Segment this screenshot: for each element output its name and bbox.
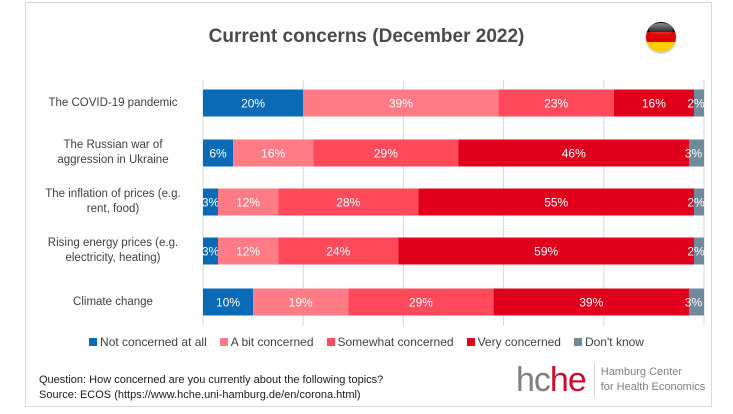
data-label-4-0: 10% — [216, 296, 240, 310]
data-label-0-3: 16% — [642, 97, 666, 111]
category-label-3: Rising energy prices (e.g. electricity, h… — [30, 236, 196, 266]
bar-segment-1-4 — [688, 139, 704, 167]
data-label-0-1: 39% — [389, 97, 413, 111]
legend-item-0: Not concerned at all — [89, 335, 207, 349]
data-label-2-1: 12% — [236, 196, 260, 210]
hche-logo: hche Hamburg Center for Health Economics — [516, 363, 705, 397]
bar-segment-2-0 — [203, 188, 219, 216]
category-label-4: Climate change — [30, 295, 196, 310]
legend-swatch-icon — [89, 338, 98, 346]
bar-segment-3-3 — [398, 237, 694, 265]
category-label-0: The COVID-19 pandemic — [30, 96, 196, 111]
logo-mark-gray: hc — [516, 361, 551, 399]
bar-segment-3-2 — [278, 237, 399, 265]
chart-legend: Not concerned at all A bit concerned Somew… — [0, 335, 733, 349]
data-label-2-4: 2% — [687, 196, 705, 210]
legend-label: Very concerned — [477, 335, 561, 349]
data-label-4-4: 3% — [685, 296, 703, 310]
data-label-1-4: 3% — [685, 147, 703, 161]
bar-segment-3-4 — [693, 237, 704, 265]
question-text: Question: How concerned are you currentl… — [39, 374, 384, 386]
bar-segment-1-0 — [203, 139, 234, 167]
legend-label: Don't know — [584, 335, 644, 349]
bar-segment-2-2 — [278, 188, 419, 216]
logo-mark-red: he — [549, 361, 587, 399]
legend-item-1: A bit concerned — [219, 335, 314, 349]
data-label-1-1: 16% — [261, 147, 285, 161]
category-label-line: rent, food) — [86, 203, 140, 215]
category-label-line: aggression in Ukraine — [57, 154, 169, 166]
logo-line-2: for Health Economics — [600, 381, 706, 393]
flag-stripe-gold — [646, 42, 676, 52]
legend-swatch-icon — [219, 338, 228, 346]
bar-segment-4-0 — [203, 288, 254, 316]
legend-label: Not concerned at all — [100, 335, 207, 349]
data-label-3-2: 24% — [326, 245, 350, 259]
legend-swatch-icon — [466, 338, 475, 346]
logo-divider — [593, 363, 595, 397]
category-label-line: The inflation of prices (e.g. — [45, 188, 181, 200]
bar-segment-1-1 — [233, 139, 314, 167]
bar-segment-1-3 — [458, 139, 689, 167]
bar-segment-3-1 — [218, 237, 279, 265]
data-label-0-2: 23% — [544, 97, 568, 111]
bar-segment-4-1 — [253, 288, 349, 316]
bar-segment-0-2 — [498, 89, 614, 117]
data-label-3-0: 3% — [202, 245, 220, 259]
data-label-3-4: 2% — [687, 245, 705, 259]
category-label-1: The Russian war of aggression in Ukraine — [30, 138, 196, 168]
data-label-2-3: 55% — [544, 196, 568, 210]
legend-swatch-icon — [326, 338, 335, 346]
data-label-0-4: 2% — [687, 97, 705, 111]
data-label-3-1: 12% — [236, 245, 260, 259]
legend-swatch-icon — [573, 338, 582, 346]
bar-segment-3-0 — [203, 237, 219, 265]
logo-text: Hamburg Center for Health Economics — [601, 365, 706, 395]
bar-segment-2-3 — [418, 188, 694, 216]
logo-line-1: Hamburg Center — [600, 366, 683, 378]
bar-segment-2-4 — [693, 188, 704, 216]
legend-item-2: Somewhat concerned — [326, 335, 454, 349]
flag-stripe-red — [646, 32, 676, 42]
bar-segment-4-4 — [688, 288, 704, 316]
footnote: Question: How concerned are you currentl… — [39, 373, 383, 403]
data-label-1-3: 46% — [562, 147, 586, 161]
bar-segment-2-1 — [218, 188, 279, 216]
legend-item-3: Very concerned — [466, 335, 561, 349]
category-label-2: The inflation of prices (e.g. rent, food) — [30, 187, 196, 217]
flag-gloss — [649, 23, 673, 36]
data-label-1-0: 6% — [209, 147, 227, 161]
bar-segment-0-0 — [203, 89, 304, 117]
legend-label: Somewhat concerned — [337, 335, 454, 349]
logo-mark: hche — [516, 361, 587, 399]
data-label-0-0: 20% — [241, 97, 265, 111]
bar-segment-0-3 — [613, 89, 694, 117]
data-label-4-2: 29% — [409, 296, 433, 310]
data-label-4-3: 39% — [579, 296, 603, 310]
data-label-2-0: 3% — [202, 196, 220, 210]
data-label-4-1: 19% — [289, 296, 313, 310]
category-label-line: Climate change — [73, 295, 153, 308]
data-label-1-2: 29% — [374, 147, 398, 161]
data-label-3-3: 59% — [534, 245, 558, 259]
bar-segment-0-1 — [303, 89, 499, 117]
source-text: Source: ECOS (https://www.hche.uni-hambu… — [39, 389, 361, 401]
bar-segment-4-2 — [348, 288, 494, 316]
chart-title: Current concerns (December 2022) — [208, 26, 525, 47]
legend-item-4: Don't know — [573, 335, 644, 349]
category-label-line: electricity, heating) — [65, 252, 161, 264]
chart-frame — [25, 2, 712, 407]
germany-flag-icon — [646, 22, 676, 52]
category-label-line: The COVID-19 pandemic — [48, 96, 178, 109]
legend-label: A bit concerned — [230, 335, 314, 349]
category-label-line: Rising energy prices (e.g. — [47, 237, 179, 249]
data-label-2-2: 28% — [336, 196, 360, 210]
bar-segment-1-2 — [313, 139, 459, 167]
category-label-line: The Russian war of — [63, 139, 163, 151]
bar-segment-4-3 — [493, 288, 689, 316]
bar-segment-0-4 — [693, 89, 704, 117]
